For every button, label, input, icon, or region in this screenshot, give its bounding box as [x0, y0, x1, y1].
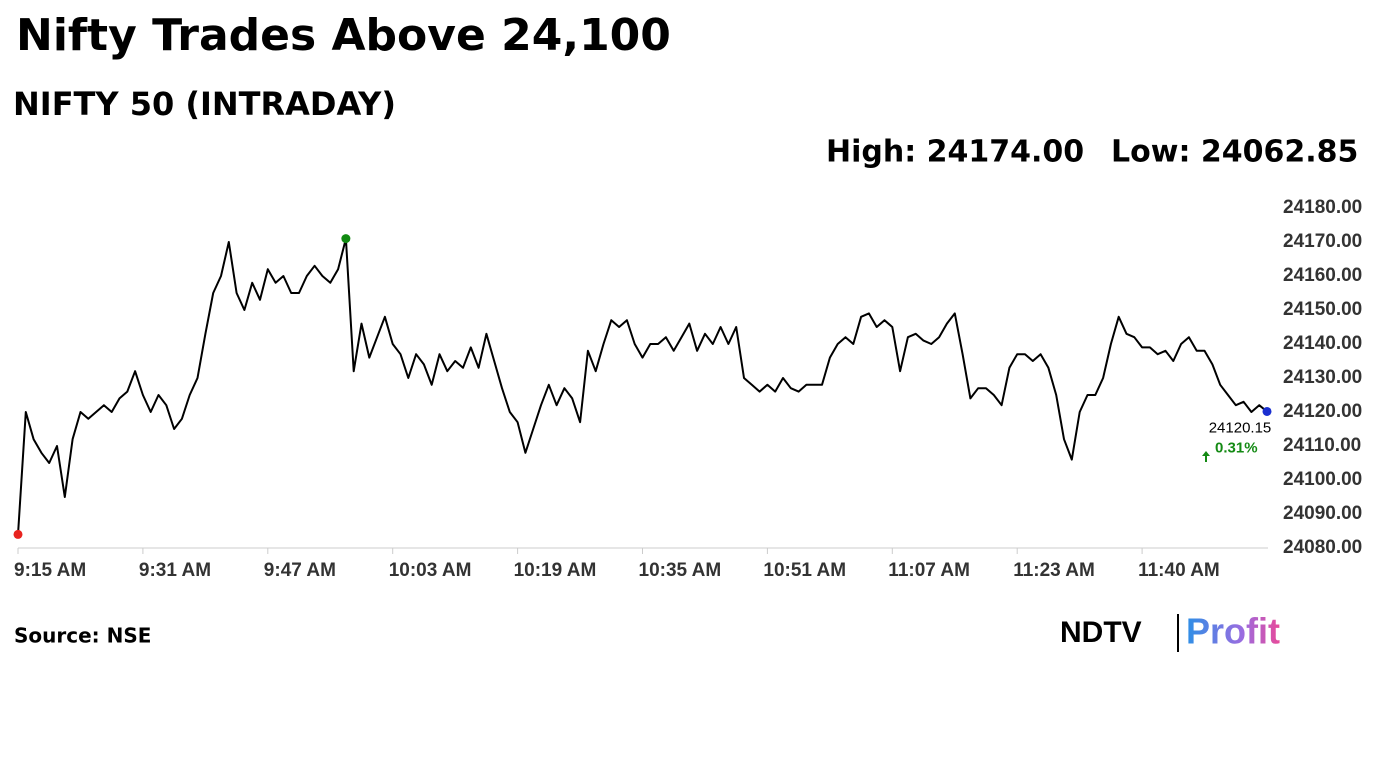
- x-tick-label: 10:35 AM: [639, 560, 722, 581]
- start-marker: [13, 529, 23, 539]
- last-value-label: 24120.15: [1209, 419, 1272, 436]
- x-tick-label: 10:19 AM: [514, 560, 597, 581]
- high-label: High: 24174.00: [826, 135, 1084, 170]
- brand: NDTV: [1060, 616, 1142, 649]
- x-tick-label: 10:51 AM: [763, 560, 846, 581]
- x-tick-label: 11:07 AM: [888, 560, 970, 581]
- chart-subtitle: NIFTY 50 (INTRADAY): [13, 85, 396, 123]
- y-tick-label: 24130.00: [1283, 367, 1362, 388]
- source: Source: NSE: [14, 624, 151, 648]
- y-tick-label: 24180.00: [1283, 197, 1362, 218]
- x-tick-label: 9:31 AM: [139, 560, 211, 581]
- change-label: 0.31%: [1215, 439, 1258, 456]
- y-tick-label: 24120.00: [1283, 401, 1362, 422]
- x-tick-label: 11:40 AM: [1138, 560, 1220, 581]
- x-tick-label: 10:03 AM: [389, 560, 472, 581]
- y-tick-label: 24110.00: [1283, 435, 1361, 456]
- end-marker: [1262, 406, 1272, 416]
- y-tick-label: 24150.00: [1283, 299, 1362, 320]
- y-tick-label: 24080.00: [1283, 537, 1362, 558]
- brand-sub: Profit: [1186, 611, 1280, 652]
- change-arrow: [1202, 451, 1210, 462]
- low-label: Low: 24062.85: [1111, 135, 1358, 170]
- y-tick-label: 24170.00: [1283, 231, 1362, 252]
- y-tick-label: 24090.00: [1283, 503, 1362, 524]
- line: [17, 237, 1268, 535]
- x-tick-label: 9:15 AM: [14, 560, 86, 581]
- y-tick-label: 24160.00: [1283, 265, 1362, 286]
- x-tick-label: 9:47 AM: [264, 560, 336, 581]
- x-tick-label: 11:23 AM: [1013, 560, 1095, 581]
- chart-title: Nifty Trades Above 24,100: [16, 10, 671, 61]
- y-tick-label: 24100.00: [1283, 469, 1362, 490]
- high-marker: [341, 234, 351, 244]
- y-tick-label: 24140.00: [1283, 333, 1362, 354]
